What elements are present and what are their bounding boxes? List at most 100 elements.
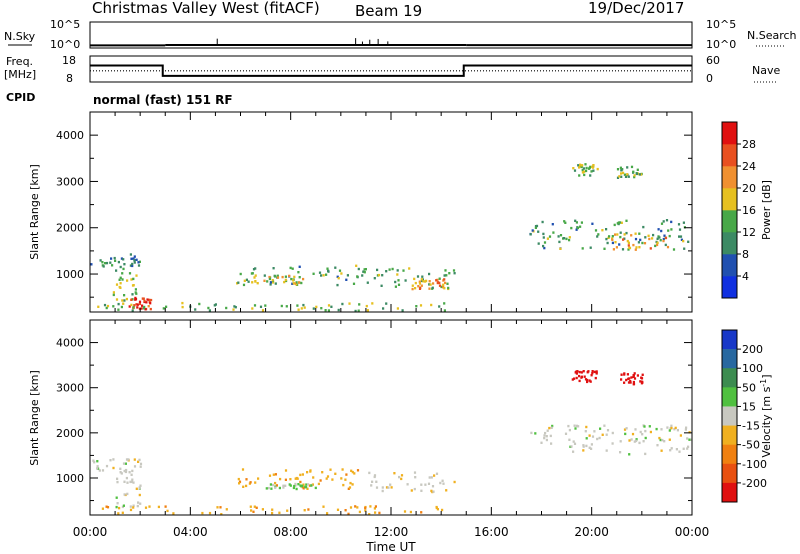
power-point — [659, 239, 662, 242]
velocity-point — [293, 484, 296, 488]
velocity-point — [420, 489, 423, 492]
velocity-colorbar-tick-label: -15 — [742, 420, 760, 433]
velocity-point — [115, 496, 118, 499]
power-point — [131, 298, 134, 301]
velocity-colorbar-label-text: Velocity [m s — [760, 386, 773, 457]
power-point — [388, 268, 391, 271]
frequency-panel-frame — [89, 55, 693, 83]
power-point — [261, 309, 265, 312]
range-tick-label: 3000 — [56, 175, 84, 188]
time-tick-label: 04:00 — [173, 525, 208, 539]
power-point — [607, 236, 610, 239]
power-point — [573, 169, 577, 172]
velocity-point — [345, 473, 348, 476]
velocity-colorbar-swatch — [722, 444, 737, 465]
power-point — [619, 166, 622, 169]
power-colorbar-tick-label: 20 — [742, 182, 756, 195]
cpid-label: CPID — [6, 91, 35, 104]
velocity-point — [441, 508, 444, 512]
power-point — [634, 248, 637, 251]
power-point — [425, 279, 428, 283]
power-point — [138, 260, 141, 263]
power-point — [584, 163, 587, 166]
power-point — [149, 307, 152, 311]
velocity-point — [595, 372, 598, 375]
power-point — [618, 243, 621, 246]
power-point — [325, 273, 328, 276]
velocity-point — [551, 424, 554, 428]
power-point — [572, 167, 575, 170]
velocity-point — [585, 437, 588, 440]
power-point — [366, 281, 369, 284]
velocity-point — [96, 467, 99, 470]
velocity-point — [543, 436, 546, 440]
velocity-colorbar-swatch — [722, 463, 737, 484]
power-point — [327, 309, 330, 312]
power-point — [362, 270, 365, 273]
power-point — [444, 281, 447, 285]
velocity-point — [279, 477, 282, 481]
power-point — [542, 232, 545, 236]
velocity-point — [132, 481, 135, 484]
power-point — [291, 267, 294, 270]
velocity-point — [306, 471, 309, 474]
power-point — [114, 259, 117, 262]
velocity-point — [124, 470, 128, 474]
power-point — [242, 283, 246, 287]
velocity-point — [340, 477, 343, 480]
velocity-point — [668, 429, 671, 432]
power-colorbar-tick-label: 8 — [742, 248, 749, 261]
range-tick-label: 2000 — [56, 222, 84, 235]
power-point — [682, 239, 685, 243]
velocity-point — [601, 433, 604, 436]
power-point — [136, 303, 139, 306]
power-point — [300, 281, 303, 285]
power-point — [130, 303, 133, 307]
velocity-point — [225, 508, 228, 511]
power-point — [247, 280, 250, 283]
power-point — [411, 287, 414, 291]
power-point — [293, 282, 296, 285]
power-point — [135, 274, 138, 277]
velocity-point — [571, 378, 574, 381]
power-point — [312, 272, 315, 275]
noise-trace — [90, 38, 692, 47]
power-point — [453, 272, 456, 275]
velocity-point — [445, 489, 448, 492]
velocity-point — [390, 486, 393, 489]
velocity-colorbar-swatch — [722, 349, 737, 369]
power-point — [578, 174, 581, 177]
power-point — [592, 169, 595, 172]
velocity-point — [157, 505, 160, 509]
velocity-point — [132, 504, 135, 507]
velocity-point — [578, 379, 581, 383]
velocity-point — [588, 379, 591, 382]
velocity-point — [351, 470, 354, 474]
velocity-point — [666, 426, 669, 429]
velocity-point — [116, 480, 119, 484]
velocity-point — [641, 433, 644, 436]
power-point — [269, 281, 272, 284]
power-point — [396, 307, 399, 310]
velocity-point — [629, 380, 632, 383]
velocity-point — [686, 447, 689, 450]
velocity-point — [400, 474, 404, 477]
power-point — [138, 300, 142, 303]
velocity-point — [635, 438, 638, 441]
velocity-colorbar-swatch — [722, 482, 737, 503]
power-point — [337, 308, 340, 312]
beam-label: Beam 19 — [355, 2, 422, 20]
power-point — [596, 167, 599, 171]
velocity-point — [550, 442, 553, 445]
velocity-point — [378, 511, 381, 515]
power-point — [271, 279, 274, 282]
power-point — [143, 305, 146, 309]
velocity-point — [123, 469, 126, 473]
velocity-point — [295, 487, 298, 491]
velocity-point — [274, 473, 277, 476]
power-point — [357, 309, 360, 312]
velocity-point — [641, 381, 644, 384]
power-point — [146, 298, 149, 301]
noise-panel: N.Sky 10^5 10^0 10^5 10^0 N.Search — [4, 18, 797, 51]
time-tick-label: 00:00 — [73, 525, 108, 539]
